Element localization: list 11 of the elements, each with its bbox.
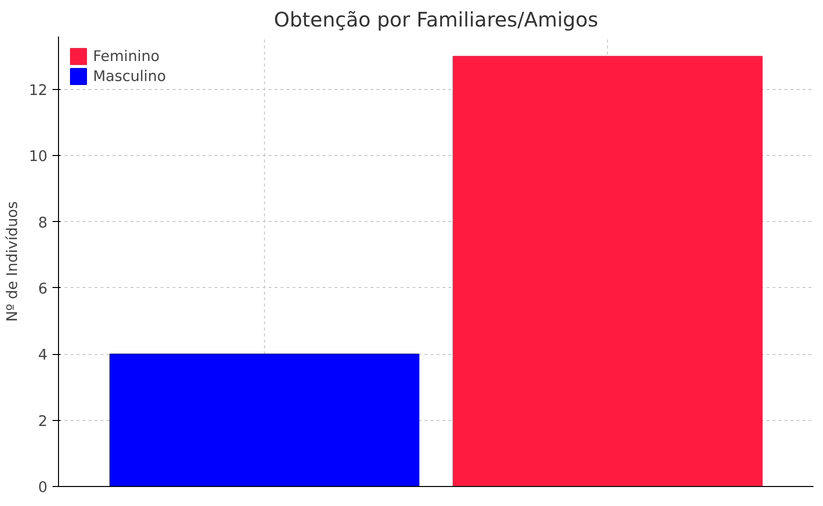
y-axis-title: Nº de Indivíduos (4, 201, 21, 322)
y-tick-label: 12 (28, 82, 48, 99)
y-tick-label: 6 (38, 280, 48, 298)
y-tick-label: 0 (38, 479, 48, 496)
legend-label: Masculino (93, 68, 166, 84)
y-tick-label: 8 (38, 214, 48, 232)
y-tick-label: 4 (38, 346, 48, 364)
chart-title: Obtenção por Familiares/Amigos (274, 8, 598, 32)
y-tick-label: 2 (38, 412, 48, 430)
legend-label: Feminino (93, 48, 160, 64)
y-tick-label: 10 (28, 148, 48, 166)
